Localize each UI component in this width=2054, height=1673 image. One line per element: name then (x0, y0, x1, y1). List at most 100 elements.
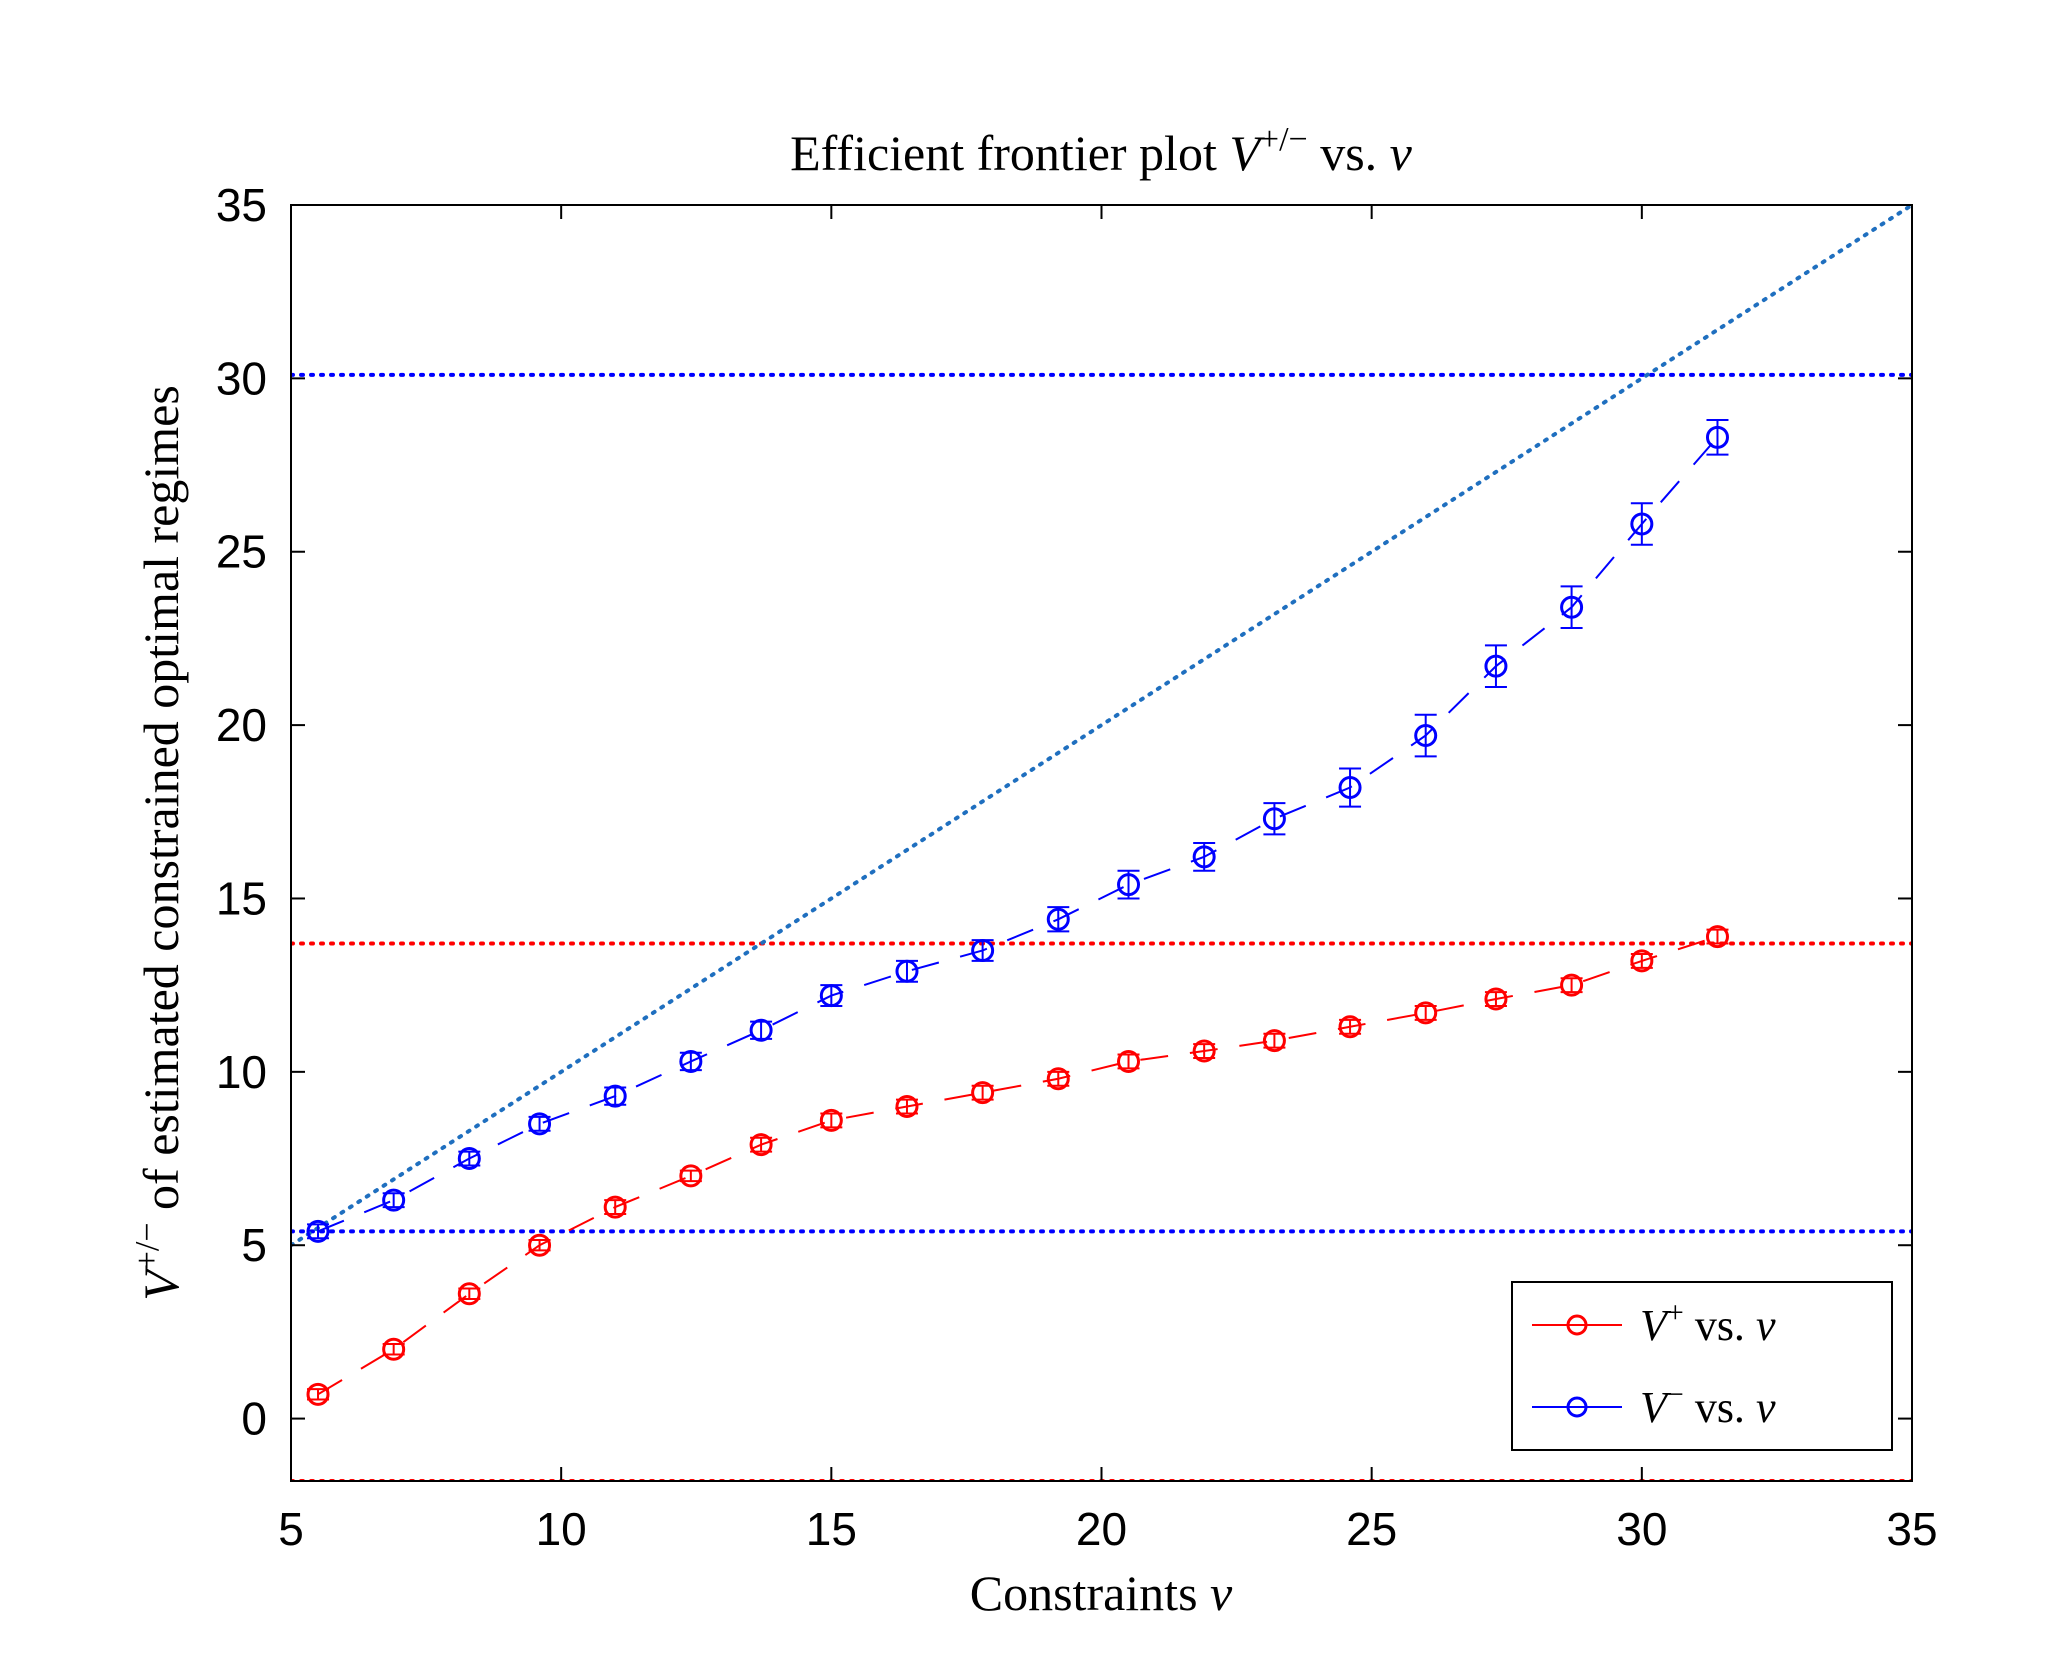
plot-content (291, 205, 1912, 1481)
legend-box (1511, 1281, 1893, 1451)
x-tick-label: 10 (536, 1503, 587, 1555)
marker-v-minus (603, 1084, 627, 1108)
marker-v-minus (1560, 595, 1584, 619)
y-axis-label-text: of estimated constrained optimal regimes (133, 385, 189, 1222)
marker-v-minus (528, 1112, 552, 1136)
x-axis-label-text: Constraints (970, 1565, 1210, 1621)
marker-v-plus (1484, 987, 1508, 1011)
data-point-v-minus (1705, 418, 1729, 456)
data-point-v-plus (1117, 1049, 1141, 1073)
series-v-minus (306, 418, 1729, 1243)
data-point-v-minus (819, 984, 843, 1008)
legend-variable-v-minus: ν (1756, 1383, 1776, 1432)
marker-v-minus (971, 938, 995, 962)
data-point-v-plus (1414, 1001, 1438, 1025)
marker-v-plus (1192, 1039, 1216, 1063)
x-axis-label: Constraints ν (970, 1565, 1233, 1621)
marker-v-minus (749, 1018, 773, 1042)
data-point-v-minus (457, 1147, 481, 1171)
data-point-v-minus (603, 1084, 627, 1108)
data-point-v-minus (1117, 869, 1141, 900)
legend-label-v-plus: V+ vs. ν (1640, 1296, 1776, 1350)
marker-v-plus (749, 1133, 773, 1157)
marker-v-minus (1117, 873, 1141, 897)
marker-v-plus (679, 1164, 703, 1188)
y-tick-label: 30 (216, 352, 267, 404)
marker-v-minus (1630, 512, 1654, 536)
marker-v-plus (971, 1081, 995, 1105)
data-point-v-plus (1705, 925, 1729, 949)
data-point-v-plus (679, 1164, 703, 1188)
marker-v-plus (1630, 949, 1654, 973)
legend-entry-v-plus: V+ vs. ν (1532, 1296, 1776, 1350)
title-prefix: Efficient frontier plot (790, 125, 1229, 181)
data-point-v-plus (971, 1081, 995, 1105)
marker-v-plus (1414, 1001, 1438, 1025)
series-v-plus (306, 925, 1729, 1406)
marker-v-minus (895, 959, 919, 983)
legend-suffix-v-plus: vs. (1684, 1301, 1756, 1350)
axes: 5 10 15 20 25 30 35 0 5 10 15 20 25 30 35 (216, 179, 1938, 1555)
x-axis-label-variable: ν (1210, 1565, 1233, 1621)
marker-v-plus (1046, 1067, 1070, 1091)
data-point-v-plus (1262, 1029, 1286, 1053)
data-point-v-plus (603, 1195, 627, 1219)
legend-marker-v-minus (1566, 1396, 1588, 1418)
title-variable: ν (1390, 125, 1413, 181)
data-point-v-minus (895, 959, 919, 983)
data-point-v-plus (528, 1233, 552, 1257)
marker-v-plus (895, 1095, 919, 1119)
reference-line-diagonal-4 (291, 205, 1912, 1248)
data-point-v-plus (895, 1095, 919, 1119)
data-point-v-plus (1338, 1015, 1362, 1039)
data-point-v-minus (971, 938, 995, 962)
plot-background (291, 205, 1912, 1481)
marker-v-plus (528, 1233, 552, 1257)
x-tick-label: 35 (1886, 1503, 1937, 1555)
data-point-v-minus (1046, 906, 1070, 933)
data-point-v-minus (1484, 644, 1508, 688)
y-tick-label: 20 (216, 699, 267, 751)
legend-symbol-v-minus: V (1640, 1383, 1672, 1432)
y-tick-label: 35 (216, 179, 267, 231)
marker-v-plus (457, 1282, 481, 1306)
data-point-v-minus (1262, 802, 1286, 836)
data-point-v-plus (1046, 1067, 1070, 1091)
legend-superscript-v-plus: + (1667, 1296, 1684, 1329)
marker-v-minus (1414, 724, 1438, 748)
marker-v-minus (306, 1219, 330, 1243)
marker-v-minus (457, 1147, 481, 1171)
data-point-v-minus (306, 1219, 330, 1243)
data-point-v-minus (528, 1112, 552, 1136)
y-axis-label-symbol: V (133, 1265, 189, 1301)
data-point-v-plus (1484, 987, 1508, 1011)
data-point-v-minus (382, 1188, 406, 1212)
marker-v-minus (679, 1049, 703, 1073)
data-point-v-minus (749, 1018, 773, 1042)
marker-v-minus (1192, 845, 1216, 869)
data-point-v-plus (1192, 1039, 1216, 1063)
y-tick-label: 15 (216, 872, 267, 924)
marker-v-plus (306, 1382, 330, 1406)
marker-v-minus (382, 1188, 406, 1212)
legend-label-v-minus: V− vs. ν (1640, 1378, 1776, 1432)
y-axis-label: V+/− of estimated constrained optimal re… (129, 385, 189, 1301)
marker-v-plus (1117, 1049, 1141, 1073)
marker-v-plus (603, 1195, 627, 1219)
marker-v-minus (1046, 907, 1070, 931)
marker-v-plus (819, 1108, 843, 1132)
y-tick-label: 10 (216, 1046, 267, 1098)
data-point-v-minus (1338, 767, 1362, 808)
x-tick-label: 20 (1076, 1503, 1127, 1555)
marker-v-plus (1560, 973, 1584, 997)
marker-v-plus (1705, 925, 1729, 949)
data-point-v-plus (457, 1282, 481, 1306)
title-symbol: V (1229, 125, 1265, 181)
y-tick-label: 5 (241, 1219, 267, 1271)
data-point-v-minus (1560, 585, 1584, 630)
data-point-v-minus (1192, 842, 1216, 872)
series-line-v-plus (317, 935, 1718, 1396)
data-point-v-minus (1414, 713, 1438, 758)
legend-suffix-v-minus: vs. (1684, 1383, 1756, 1432)
